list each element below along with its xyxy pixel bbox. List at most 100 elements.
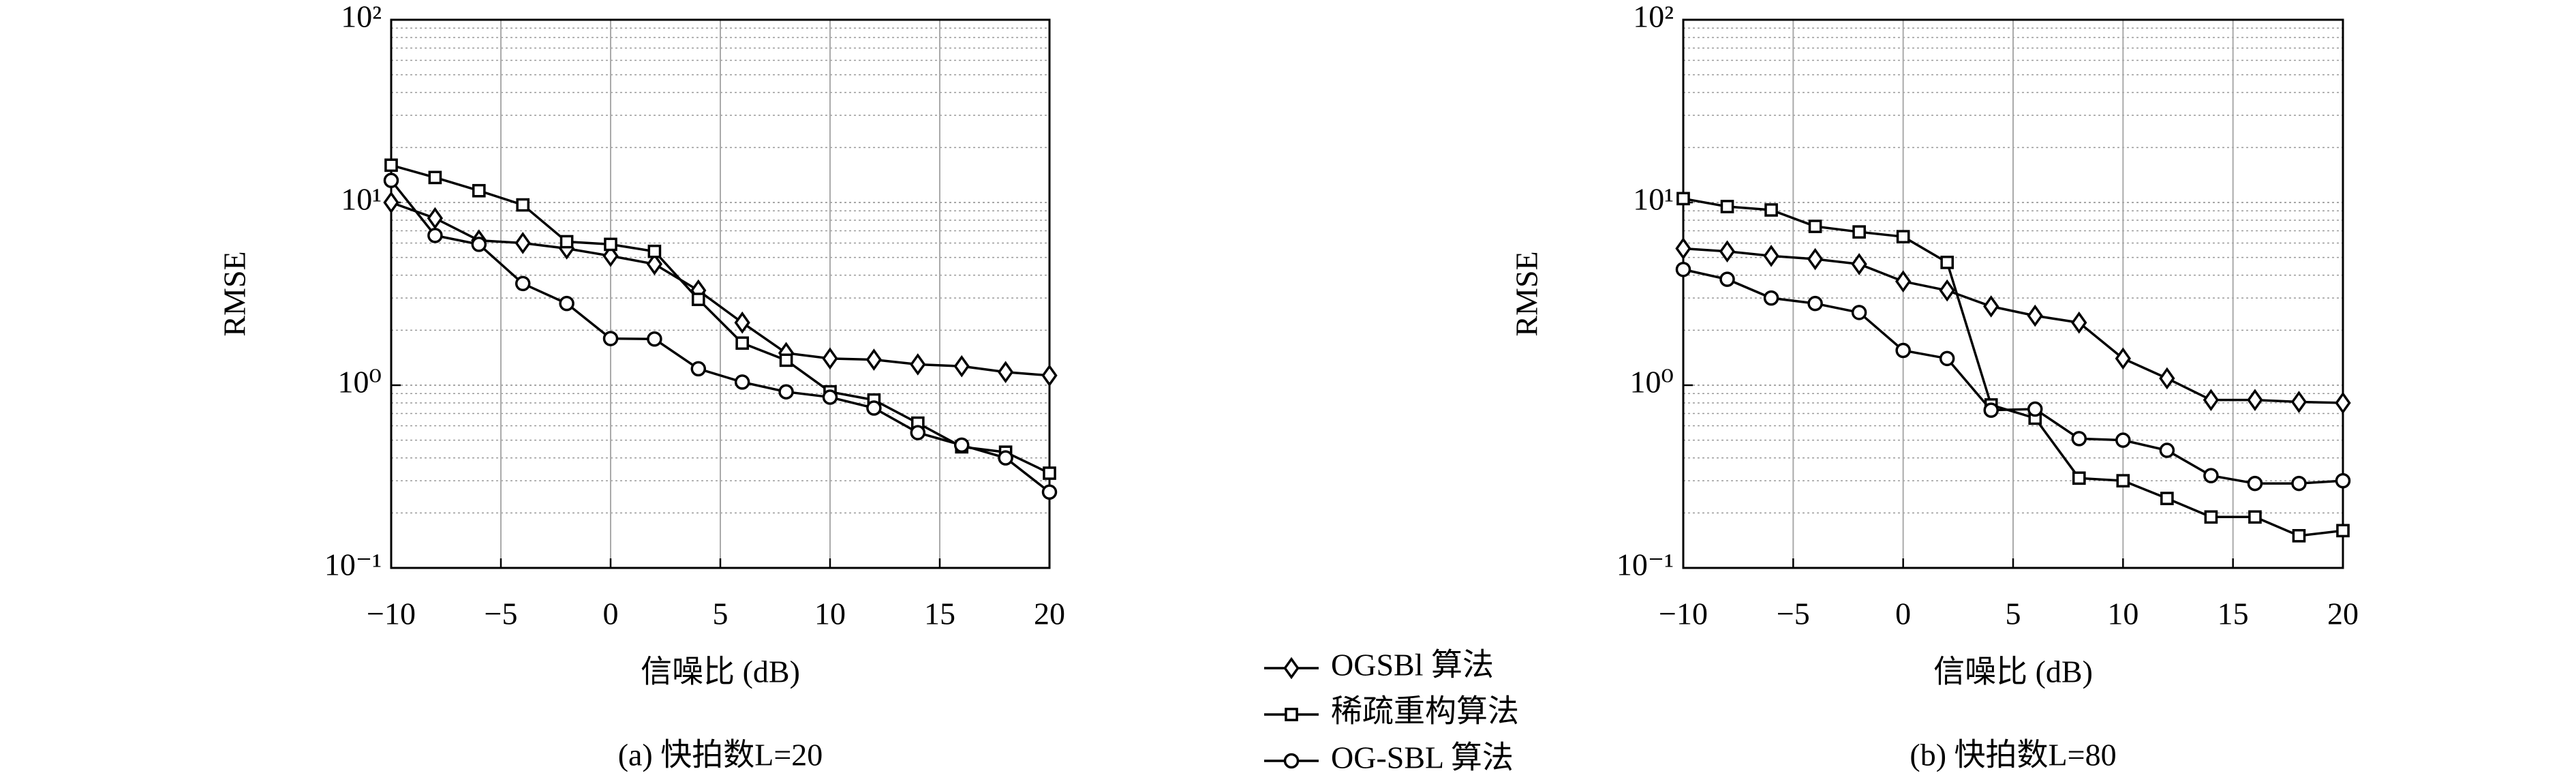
marker — [2335, 472, 2351, 489]
marker — [604, 237, 617, 252]
marker — [2071, 431, 2087, 447]
marker — [1939, 350, 1955, 367]
marker — [2115, 347, 2131, 370]
x-tick-label: 20 — [2327, 597, 2359, 631]
series-line — [390, 164, 1050, 475]
y-tick-label: 10⁻¹ — [1616, 547, 1674, 582]
marker — [1719, 271, 1735, 287]
marker — [1852, 225, 1866, 239]
x-tick-label: −5 — [1777, 597, 1810, 631]
marker — [427, 228, 443, 243]
marker — [910, 353, 926, 376]
marker — [735, 336, 750, 350]
marker — [2203, 468, 2219, 483]
marker — [865, 348, 883, 371]
x-tick-label: −10 — [367, 597, 416, 631]
marker — [998, 450, 1013, 466]
marker — [1895, 270, 1912, 293]
x-axis-label: 信噪比 (dB) — [1933, 655, 2093, 689]
subplot-caption: (b) 快拍数L=80 — [1910, 738, 2116, 772]
marker — [1675, 261, 1691, 277]
marker — [384, 158, 398, 172]
marker — [515, 232, 531, 254]
marker — [953, 355, 970, 378]
marker — [1043, 466, 1056, 480]
y-tick-label: 10⁻¹ — [324, 547, 382, 582]
x-tick-label: −5 — [485, 597, 518, 631]
marker — [1041, 484, 1058, 500]
marker — [1763, 290, 1779, 306]
x-tick-label: 15 — [2218, 597, 2249, 631]
series-line — [1683, 197, 2344, 537]
marker — [2336, 524, 2350, 538]
legend-label: 稀疏重构算法 — [1331, 694, 1519, 729]
marker — [691, 292, 705, 306]
marker — [2290, 391, 2307, 413]
marker — [2247, 475, 2263, 492]
y-axis-label: RMSE — [217, 251, 252, 336]
plot-frame — [390, 18, 1051, 569]
marker — [2159, 367, 2175, 390]
marker — [471, 237, 487, 252]
x-tick-label: 0 — [603, 597, 619, 631]
y-tick-label: 10¹ — [341, 182, 382, 217]
y-tick-label: 10¹ — [1633, 182, 1674, 217]
marker — [953, 437, 970, 453]
marker — [2115, 432, 2131, 448]
marker — [2247, 389, 2263, 411]
x-tick-label: 5 — [2006, 597, 2021, 631]
marker — [602, 245, 619, 267]
legend-marker — [1285, 708, 1298, 721]
marker — [1763, 245, 1779, 267]
marker — [2159, 442, 2175, 458]
marker — [647, 244, 662, 258]
marker — [1851, 253, 1867, 275]
legend-marker — [1283, 753, 1300, 769]
marker — [516, 198, 530, 212]
series-line — [390, 179, 1051, 494]
x-tick-label: 10 — [814, 597, 846, 631]
marker — [1041, 364, 1058, 387]
marker — [2204, 510, 2218, 524]
x-tick-label: 15 — [924, 597, 955, 631]
marker — [1896, 230, 1910, 243]
series-line — [390, 201, 1050, 377]
marker — [1764, 203, 1778, 217]
marker — [734, 311, 750, 334]
x-tick-label: 5 — [713, 597, 729, 631]
marker — [910, 425, 926, 440]
marker — [778, 384, 794, 400]
marker — [2292, 528, 2306, 543]
y-tick-label: 10⁰ — [338, 365, 382, 400]
marker — [559, 235, 574, 249]
y-tick-label: 10⁰ — [1630, 365, 1674, 400]
plot-frame — [1682, 18, 2344, 569]
marker — [1983, 402, 1999, 418]
marker — [2291, 475, 2307, 492]
marker — [1895, 342, 1911, 359]
marker — [2027, 304, 2043, 327]
series-line — [1683, 268, 2344, 485]
marker — [383, 191, 399, 214]
marker — [1807, 247, 1824, 271]
x-tick-label: 0 — [1895, 597, 1911, 631]
marker — [1807, 295, 1823, 312]
x-axis-label: 信噪比 (dB) — [641, 655, 800, 689]
x-tick-label: −10 — [1659, 597, 1708, 631]
marker — [1940, 256, 1954, 269]
marker — [690, 361, 707, 377]
marker — [822, 347, 838, 370]
marker — [647, 331, 662, 347]
marker — [428, 170, 442, 185]
marker — [2203, 389, 2220, 411]
legend-label: OG-SBL 算法 — [1331, 740, 1514, 775]
y-tick-label: 10² — [1633, 0, 1674, 34]
marker — [734, 374, 750, 390]
marker — [2116, 474, 2130, 487]
marker — [1675, 237, 1691, 260]
y-tick-label: 10² — [341, 0, 382, 34]
marker — [472, 183, 486, 198]
